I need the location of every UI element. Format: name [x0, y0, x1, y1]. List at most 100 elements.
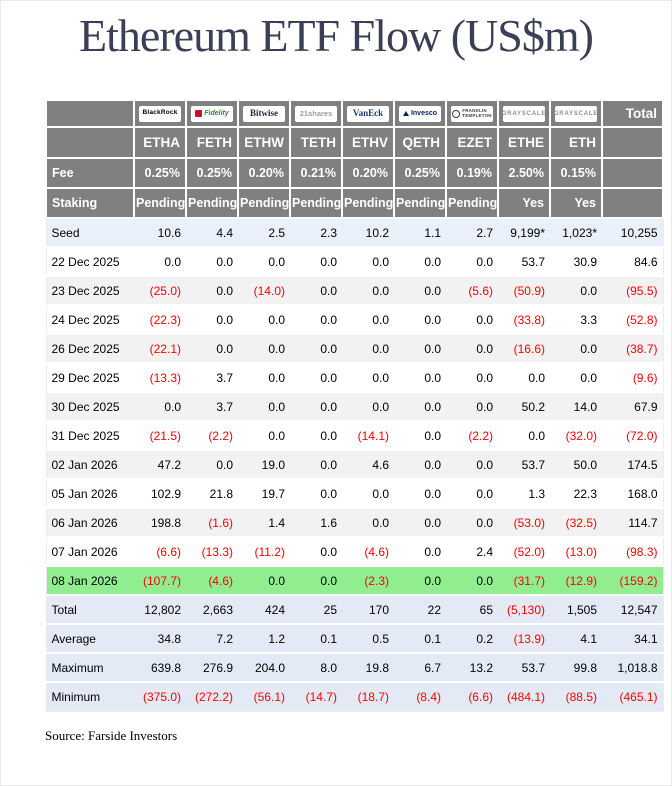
row-label-cell: 24 Dec 2025: [45, 304, 134, 334]
value-cell: 47.2: [134, 449, 186, 479]
value-cell: 0.0: [394, 362, 446, 392]
etf-flow-table: BlackRock Fidelity Bitwise 21shares VanEck In…: [45, 99, 664, 712]
value-cell: 19.8: [342, 652, 394, 682]
value-cell: 204.0: [238, 652, 290, 682]
value-cell: (2.3): [342, 565, 394, 595]
fee-value-cell: 0.25%: [393, 157, 447, 189]
value-cell: 0.0: [498, 362, 550, 392]
value-cell: (107.7): [134, 565, 186, 595]
row-label-cell: 29 Dec 2025: [45, 362, 134, 392]
value-cell: 2.7: [446, 217, 498, 247]
value-cell: (6.6): [134, 536, 186, 566]
value-cell: (5.6): [446, 275, 498, 305]
value-cell: 1.6: [290, 507, 342, 537]
value-cell: 19.0: [238, 449, 290, 479]
value-cell: 34.8: [134, 623, 186, 653]
value-cell: 0.0: [550, 333, 602, 363]
fee-row: Fee 0.25% 0.25% 0.20% 0.21% 0.20% 0.25% 0.19% 2.…: [45, 157, 664, 189]
blank-cell: [601, 187, 664, 219]
staking-value-cell: Pending: [237, 187, 291, 219]
value-cell: 0.0: [394, 275, 446, 305]
table-row: 07 Jan 2026 (6.6) (13.3) (11.2) 0.0 (4.6) 0.0 2…: [45, 536, 664, 566]
row-label-cell: 07 Jan 2026: [45, 536, 134, 566]
row-label-cell: 06 Jan 2026: [45, 507, 134, 537]
value-cell: (11.2): [238, 536, 290, 566]
value-cell: 0.0: [446, 478, 498, 508]
provider-cell: Franklin Templeton: [445, 99, 499, 128]
staking-row: Staking Pending Pending Pending Pending Pendi…: [45, 187, 664, 219]
value-cell: 50.0: [550, 449, 602, 479]
invesco-logo: Invesco: [399, 105, 441, 122]
value-cell: 2.5: [238, 217, 290, 247]
value-cell: 0.0: [446, 304, 498, 334]
value-cell: (32.0): [550, 420, 602, 450]
value-cell: (159.2): [602, 565, 664, 595]
value-cell: (16.6): [498, 333, 550, 363]
value-cell: 174.5: [602, 449, 664, 479]
value-cell: 0.0: [238, 420, 290, 450]
row-label-cell: 08 Jan 2026: [45, 565, 134, 595]
value-cell: 0.0: [446, 507, 498, 537]
value-cell: 0.0: [238, 565, 290, 595]
value-cell: 0.0: [446, 333, 498, 363]
value-cell: (31.7): [498, 565, 550, 595]
table-row: Total 12,802 2,663 424 25 170 22 65 (5,130) 1,505…: [45, 594, 664, 624]
fee-value-cell: 0.15%: [549, 157, 603, 189]
row-label-cell: 26 Dec 2025: [45, 333, 134, 363]
ticker-cell: ETH: [549, 126, 603, 159]
value-cell: 0.0: [394, 333, 446, 363]
row-label-cell: Minimum: [45, 681, 134, 712]
value-cell: 3.3: [550, 304, 602, 334]
value-cell: 0.0: [342, 478, 394, 508]
value-cell: 25: [290, 594, 342, 624]
value-cell: 276.9: [186, 652, 238, 682]
value-cell: (14.1): [342, 420, 394, 450]
provider-cell: GRAYSCALE: [549, 99, 603, 128]
value-cell: 10,255: [602, 217, 664, 247]
value-cell: (88.5): [550, 681, 602, 712]
value-cell: 6.7: [394, 652, 446, 682]
value-cell: (14.0): [238, 275, 290, 305]
value-cell: 4.4: [186, 217, 238, 247]
value-cell: (2.2): [186, 420, 238, 450]
value-cell: 1.4: [238, 507, 290, 537]
row-label-cell: Maximum: [45, 652, 134, 682]
value-cell: 67.9: [602, 391, 664, 421]
table-row: 08 Jan 2026 (107.7) (4.6) 0.0 0.0 (2.3) 0.0 0.0…: [45, 565, 664, 595]
value-cell: 3.7: [186, 362, 238, 392]
fidelity-logo: Fidelity: [191, 105, 233, 122]
value-cell: 2,663: [186, 594, 238, 624]
value-cell: 1.2: [238, 623, 290, 653]
value-cell: 2.3: [290, 217, 342, 247]
ticker-cell: ETHV: [341, 126, 395, 159]
value-cell: (13.9): [498, 623, 550, 653]
value-cell: 0.0: [342, 304, 394, 334]
provider-cell: 21shares: [289, 99, 343, 128]
value-cell: 0.0: [186, 304, 238, 334]
fee-value-cell: 0.20%: [237, 157, 291, 189]
value-cell: 4.6: [342, 449, 394, 479]
value-cell: 0.0: [186, 333, 238, 363]
value-cell: 0.0: [238, 362, 290, 392]
blank-cell: [601, 126, 664, 159]
source-note: Source: Farside Investors: [45, 727, 178, 743]
value-cell: 0.0: [394, 420, 446, 450]
value-cell: 0.0: [342, 507, 394, 537]
total-header-cell: Total: [601, 99, 664, 128]
provider-cell: Fidelity: [185, 99, 239, 128]
staking-value-cell: Pending: [445, 187, 499, 219]
value-cell: (72.0): [602, 420, 664, 450]
value-cell: 0.0: [446, 362, 498, 392]
value-cell: 34.1: [602, 623, 664, 653]
value-cell: 639.8: [134, 652, 186, 682]
value-cell: (13.3): [134, 362, 186, 392]
table-row: 30 Dec 2025 0.0 3.7 0.0 0.0 0.0 0.0 0.0 50.2 14.0…: [45, 391, 664, 421]
ticker-cell: FETH: [185, 126, 239, 159]
value-cell: (22.1): [134, 333, 186, 363]
value-cell: 0.0: [342, 246, 394, 276]
provider-cell: VanEck: [341, 99, 395, 128]
franklin-templeton-logo: Franklin Templeton: [451, 105, 493, 122]
row-label-cell: 05 Jan 2026: [45, 478, 134, 508]
value-cell: 198.8: [134, 507, 186, 537]
provider-cell: GRAYSCALE: [497, 99, 551, 128]
